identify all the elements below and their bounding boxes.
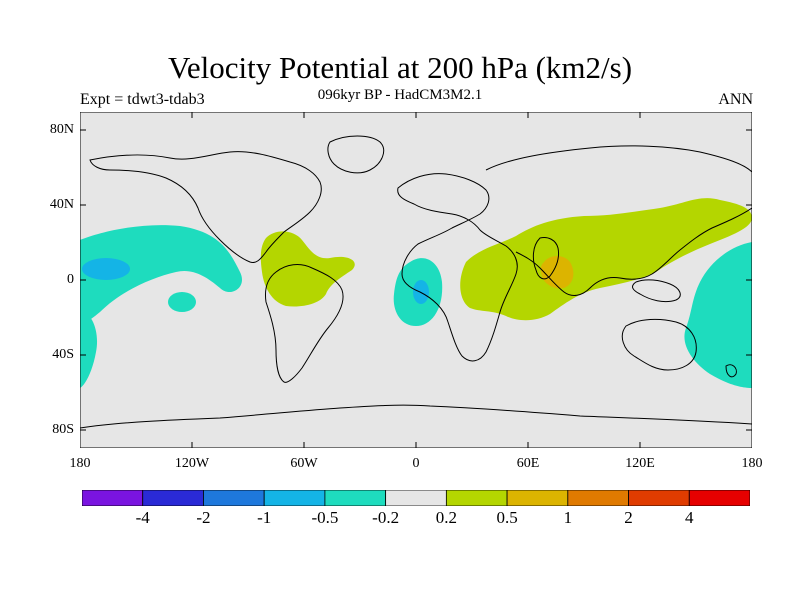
legend-swatch xyxy=(82,490,144,506)
legend-label: 1 xyxy=(563,508,573,527)
lat-tick-label: 80S xyxy=(52,422,74,437)
legend-swatch xyxy=(324,490,387,506)
legend-label: 0.2 xyxy=(435,508,457,527)
legend-label: 0.5 xyxy=(496,508,518,527)
legend-label: -0.2 xyxy=(372,508,400,527)
season-label: ANN xyxy=(718,91,753,108)
legend-label: -1 xyxy=(257,508,272,527)
lon-tick-label: 180 xyxy=(741,456,763,471)
legend-swatch xyxy=(688,490,750,506)
axis-ticks xyxy=(80,112,752,448)
lon-tick-label: 120E xyxy=(625,456,655,471)
legend-swatch xyxy=(203,490,265,506)
legend-swatch xyxy=(506,490,569,506)
legend-label: -4 xyxy=(135,508,150,527)
experiment-label: Expt = tdwt3-tdab3 xyxy=(80,91,205,108)
lon-tick-label: 60E xyxy=(516,456,540,471)
lat-tick-label: 80N xyxy=(49,122,74,137)
lon-tick-label: 0 xyxy=(412,456,420,471)
legend-swatch xyxy=(628,490,690,506)
color-legend xyxy=(82,490,750,506)
legend-label: 2 xyxy=(624,508,633,527)
legend-swatch xyxy=(567,490,629,506)
legend-swatch xyxy=(263,490,326,506)
legend-colorbar xyxy=(82,490,750,506)
velocity-potential-map xyxy=(79,111,753,449)
chart-title: Velocity Potential at 200 hPa (km2/s) xyxy=(167,50,633,85)
legend-label: -2 xyxy=(196,508,211,527)
lon-tick-label: 120W xyxy=(174,456,210,471)
legend-swatch xyxy=(142,490,204,506)
legend-swatch xyxy=(385,490,447,506)
lon-tick-label: 60W xyxy=(290,456,318,471)
lon-tick-label: 180 xyxy=(69,456,91,471)
legend-swatch xyxy=(445,490,508,506)
positive-contour-regions xyxy=(260,198,752,321)
legend-label: 4 xyxy=(685,508,694,527)
legend-label: -0.5 xyxy=(311,508,339,527)
lat-tick-label: 40N xyxy=(49,197,74,212)
stronger-positive-region xyxy=(540,256,574,289)
lat-tick-label: 40S xyxy=(52,347,74,362)
coastlines xyxy=(79,135,753,429)
map-panel xyxy=(79,111,753,449)
chart-subtitle: 096kyr BP - HadCM3M2.1 xyxy=(317,87,483,103)
lat-tick-label: 0 xyxy=(67,272,74,287)
